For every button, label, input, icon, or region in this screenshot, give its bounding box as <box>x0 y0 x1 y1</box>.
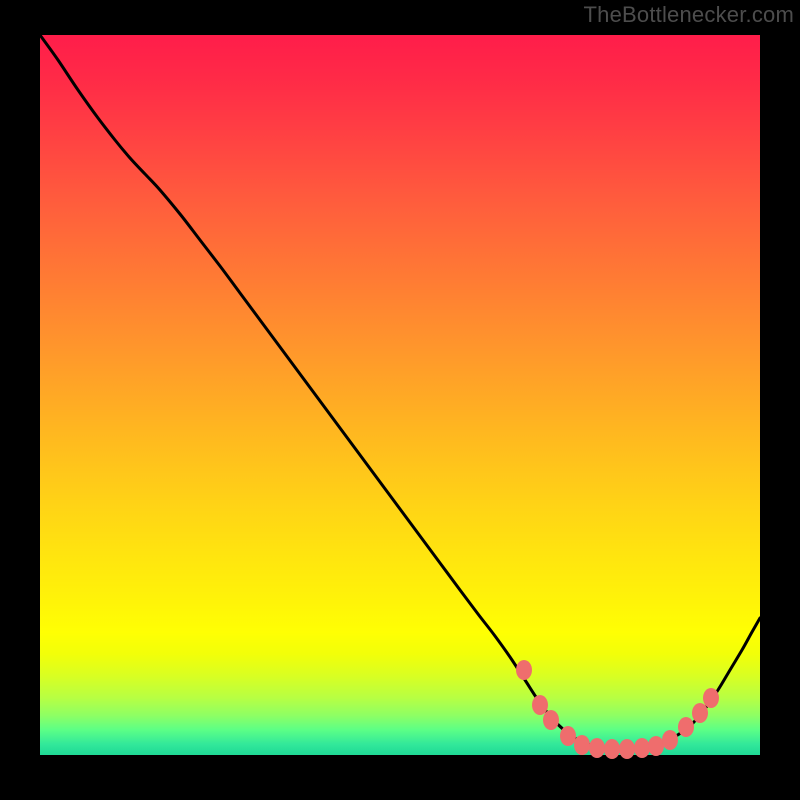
gradient-background <box>40 35 760 755</box>
data-dot <box>703 688 719 708</box>
data-dot <box>532 695 548 715</box>
data-dot <box>678 717 694 737</box>
data-dot <box>574 735 590 755</box>
data-dot <box>516 660 532 680</box>
chart-container: TheBottlenecker.com <box>0 0 800 800</box>
bottleneck-chart <box>0 0 800 800</box>
data-dot <box>589 738 605 758</box>
data-dot <box>662 730 678 750</box>
data-dot <box>560 726 576 746</box>
chart-body <box>40 35 760 759</box>
data-dot <box>543 710 559 730</box>
watermark-text: TheBottlenecker.com <box>584 2 794 28</box>
data-dot <box>604 739 620 759</box>
data-dot <box>619 739 635 759</box>
data-dot <box>692 703 708 723</box>
data-dot <box>648 736 664 756</box>
data-dot <box>634 738 650 758</box>
